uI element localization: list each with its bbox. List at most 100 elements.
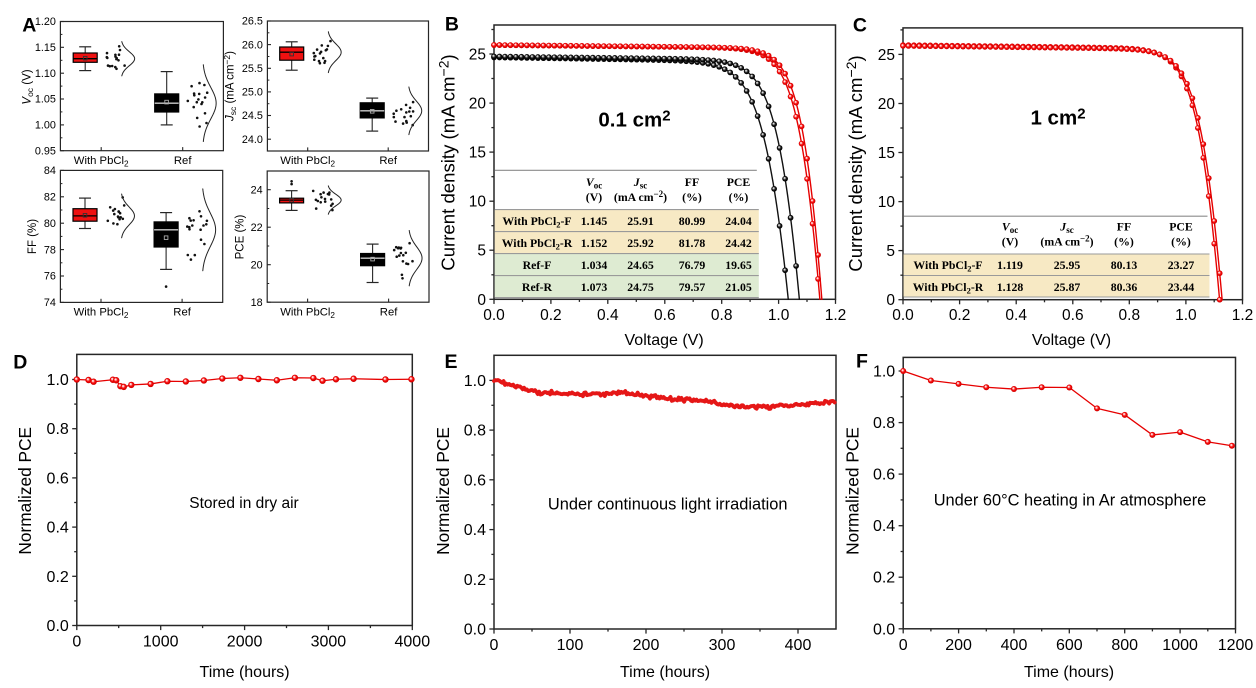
svg-text:B: B [445, 14, 459, 36]
svg-text:(V): (V) [586, 190, 602, 204]
svg-text:23.27: 23.27 [1168, 258, 1195, 272]
svg-text:0: 0 [899, 637, 908, 654]
svg-text:FF: FF [1117, 220, 1131, 234]
svg-text:0.6: 0.6 [464, 472, 486, 489]
svg-text:2000: 2000 [227, 634, 263, 651]
svg-text:1.15: 1.15 [35, 42, 56, 54]
svg-text:With PbCl2-F: With PbCl2-F [502, 214, 571, 230]
svg-text:15: 15 [469, 145, 486, 162]
svg-text:19.65: 19.65 [725, 258, 752, 272]
svg-text:0.95: 0.95 [35, 145, 56, 157]
svg-text:800: 800 [1111, 637, 1138, 654]
svg-text:E: E [445, 351, 458, 373]
svg-text:24: 24 [251, 184, 263, 196]
svg-text:1.0: 1.0 [873, 364, 895, 381]
svg-text:Time (hours): Time (hours) [200, 664, 290, 681]
svg-text:Time (hours): Time (hours) [1024, 664, 1114, 681]
svg-text:0.2: 0.2 [464, 572, 486, 589]
svg-text:1.20: 1.20 [35, 16, 56, 28]
svg-text:0.4: 0.4 [47, 520, 69, 537]
svg-text:PCE: PCE [1169, 220, 1193, 234]
svg-text:600: 600 [1056, 637, 1083, 654]
svg-text:25: 25 [469, 47, 486, 64]
svg-text:Current density (mA cm−2): Current density (mA cm−2) [436, 54, 459, 270]
svg-text:0.8: 0.8 [711, 307, 733, 324]
svg-text:Voltage (V): Voltage (V) [1032, 332, 1111, 349]
svg-text:(%): (%) [1114, 235, 1134, 249]
svg-text:18: 18 [251, 297, 263, 309]
svg-text:Time (hours): Time (hours) [620, 664, 710, 681]
svg-text:Jsc: Jsc [1059, 220, 1073, 236]
svg-text:25.87: 25.87 [1054, 280, 1081, 294]
svg-text:200: 200 [633, 637, 660, 654]
svg-text:3000: 3000 [311, 634, 347, 651]
svg-text:1.05: 1.05 [35, 94, 56, 106]
svg-text:Ref-R: Ref-R [522, 280, 553, 294]
svg-text:26.5: 26.5 [242, 16, 263, 28]
svg-text:1.128: 1.128 [997, 280, 1024, 294]
svg-text:Normalized PCE: Normalized PCE [433, 427, 453, 555]
svg-text:With PbCl2-R: With PbCl2-R [913, 280, 984, 296]
svg-text:0.8: 0.8 [1119, 307, 1141, 324]
svg-text:0.4: 0.4 [597, 307, 619, 324]
svg-text:Under continuous light irradia: Under continuous light irradiation [548, 496, 788, 514]
svg-text:400: 400 [785, 637, 812, 654]
svg-text:1.145: 1.145 [581, 214, 608, 228]
svg-text:100: 100 [557, 637, 584, 654]
svg-text:0.2: 0.2 [873, 570, 895, 587]
svg-text:24.65: 24.65 [627, 258, 654, 272]
svg-text:Ref: Ref [174, 155, 192, 167]
svg-text:24.0: 24.0 [242, 134, 263, 146]
svg-text:D: D [13, 352, 27, 374]
svg-text:81.78: 81.78 [679, 236, 706, 250]
svg-text:1.00: 1.00 [35, 120, 56, 132]
svg-text:0.4: 0.4 [464, 522, 486, 539]
svg-text:20: 20 [469, 96, 487, 113]
svg-text:22: 22 [251, 222, 263, 234]
svg-text:80.99: 80.99 [679, 214, 706, 228]
svg-text:76: 76 [44, 271, 56, 283]
svg-text:Current density (mA cm−2): Current density (mA cm−2) [843, 55, 866, 271]
svg-text:1.0: 1.0 [464, 373, 486, 390]
svg-text:80: 80 [44, 218, 56, 230]
svg-text:FF (%): FF (%) [27, 219, 39, 254]
svg-text:10: 10 [878, 194, 896, 211]
svg-text:300: 300 [709, 637, 736, 654]
svg-text:76.79: 76.79 [679, 258, 706, 272]
svg-text:0.6: 0.6 [47, 470, 69, 487]
svg-text:0: 0 [477, 292, 486, 309]
svg-text:1.152: 1.152 [581, 236, 608, 250]
svg-text:PCE (%): PCE (%) [235, 214, 247, 259]
svg-text:With PbCl2: With PbCl2 [280, 306, 335, 320]
svg-text:25.95: 25.95 [1054, 258, 1081, 272]
svg-text:84: 84 [44, 165, 56, 177]
svg-text:78: 78 [44, 244, 56, 256]
svg-text:FF: FF [685, 175, 699, 189]
svg-text:23.44: 23.44 [1168, 280, 1195, 294]
svg-text:0.8: 0.8 [464, 423, 486, 440]
svg-text:80.13: 80.13 [1111, 258, 1138, 272]
svg-text:5: 5 [886, 243, 895, 260]
svg-text:PCE: PCE [727, 175, 751, 189]
svg-text:With PbCl2: With PbCl2 [74, 155, 129, 169]
svg-text:400: 400 [1001, 637, 1028, 654]
svg-text:Ref-F: Ref-F [523, 258, 552, 272]
svg-text:0: 0 [490, 637, 499, 654]
svg-text:20: 20 [251, 259, 263, 271]
svg-text:0.0: 0.0 [483, 307, 505, 324]
svg-text:82: 82 [44, 192, 56, 204]
svg-text:0.0: 0.0 [892, 307, 914, 324]
svg-text:1.073: 1.073 [581, 280, 608, 294]
svg-text:Normalized PCE: Normalized PCE [843, 427, 863, 555]
svg-text:Under 60°C heating in Ar atmos: Under 60°C heating in Ar atmosphere [934, 492, 1207, 510]
svg-text:1200: 1200 [1218, 637, 1254, 654]
svg-text:0.2: 0.2 [949, 307, 971, 324]
svg-text:25.5: 25.5 [242, 63, 263, 75]
svg-text:0.8: 0.8 [47, 421, 69, 438]
svg-text:With PbCl2-R: With PbCl2-R [502, 236, 573, 252]
svg-text:10: 10 [469, 194, 487, 211]
svg-text:25: 25 [878, 47, 895, 64]
svg-text:(V): (V) [1002, 235, 1018, 249]
svg-text:(%): (%) [729, 190, 749, 204]
svg-text:Jsc (mA cm−2): Jsc (mA cm−2) [222, 51, 238, 122]
